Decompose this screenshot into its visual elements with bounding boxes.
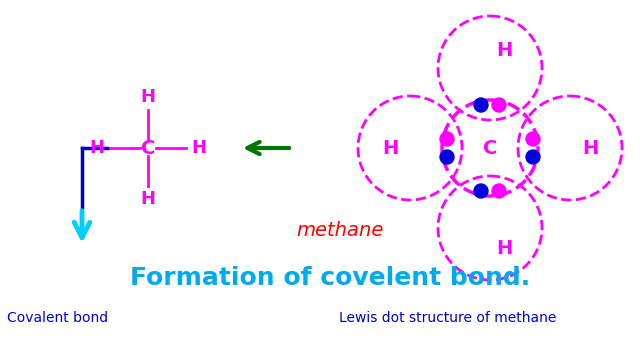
Text: Lewis dot structure of methane: Lewis dot structure of methane [339, 311, 557, 325]
Text: H: H [496, 40, 512, 60]
Text: Formation of covelent bond.: Formation of covelent bond. [130, 266, 530, 290]
Text: H: H [90, 139, 104, 157]
Circle shape [440, 150, 454, 164]
Circle shape [474, 98, 488, 112]
Text: H: H [496, 238, 512, 257]
Circle shape [492, 184, 506, 198]
Text: C: C [141, 138, 155, 157]
Circle shape [526, 150, 540, 164]
Text: H: H [141, 190, 156, 208]
Circle shape [526, 132, 540, 146]
Circle shape [440, 132, 454, 146]
Text: H: H [382, 138, 398, 157]
Text: H: H [582, 138, 598, 157]
Text: H: H [141, 88, 156, 106]
Text: Covalent bond: Covalent bond [8, 311, 109, 325]
Text: C: C [483, 138, 497, 157]
Text: H: H [191, 139, 207, 157]
Circle shape [492, 98, 506, 112]
Text: methane: methane [296, 221, 384, 239]
Circle shape [474, 184, 488, 198]
